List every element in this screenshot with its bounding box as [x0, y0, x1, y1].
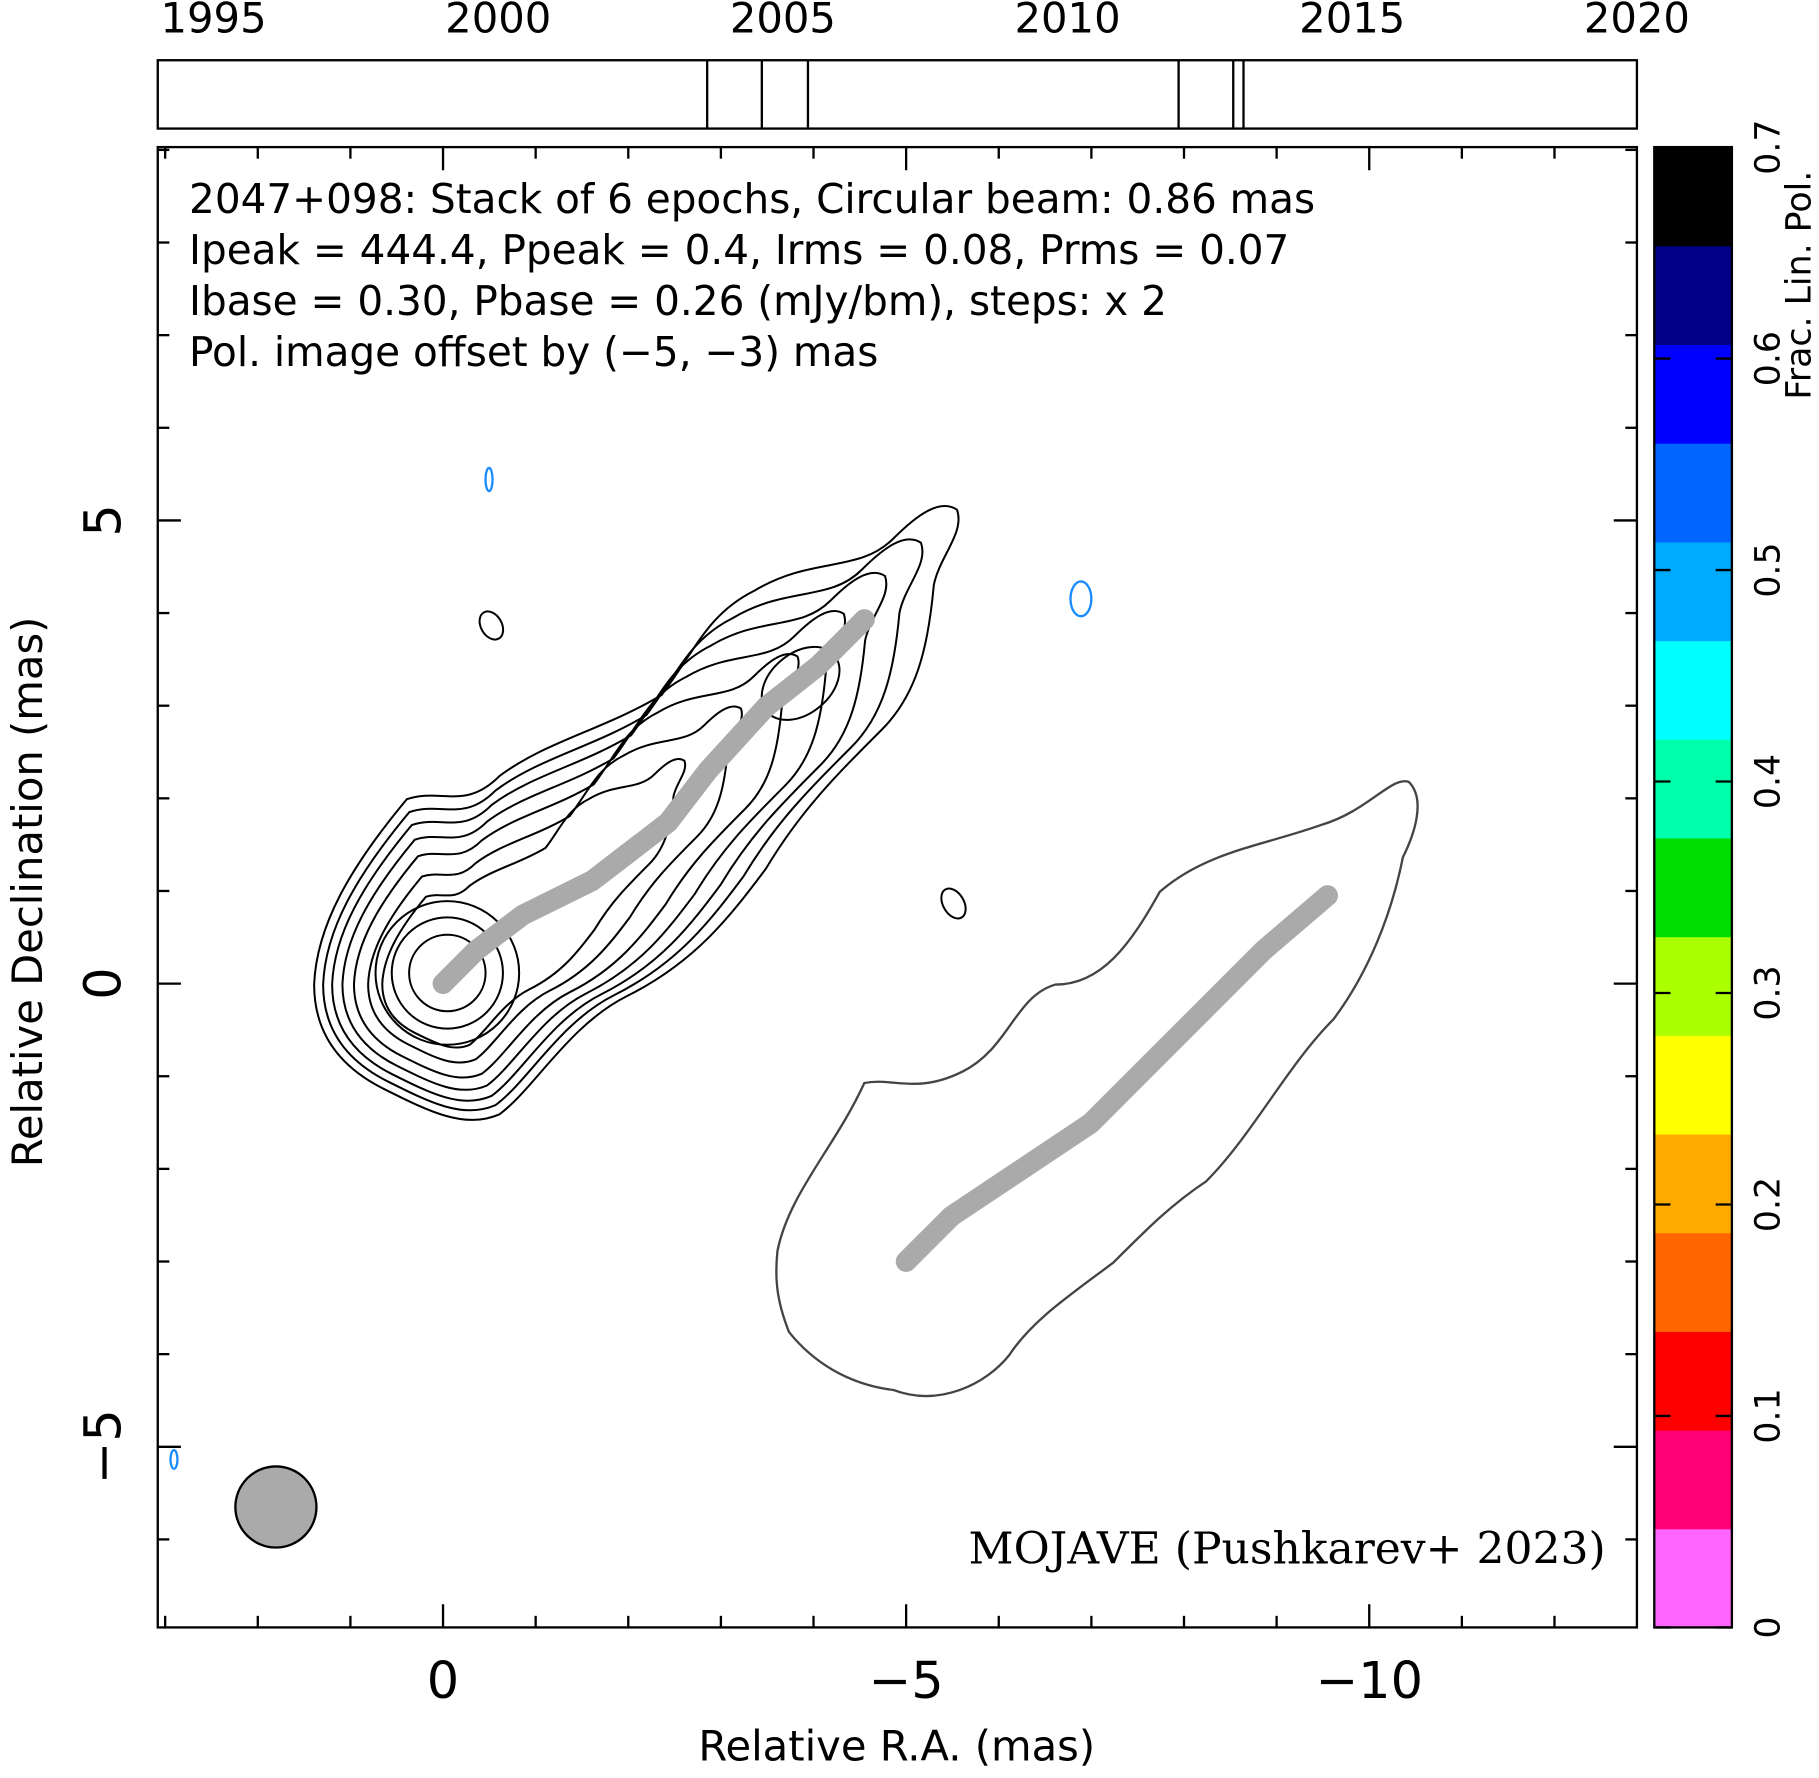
x-tick-label: −10: [1315, 1652, 1423, 1711]
colorbar-tick-label: 0.7: [1748, 119, 1788, 174]
timeline-tick-label: 2005: [730, 0, 836, 42]
x-tick-label: −5: [869, 1652, 944, 1711]
colorbar-band: [1654, 640, 1732, 740]
contour: [392, 917, 503, 1028]
colorbar-tick-label: 0.6: [1748, 331, 1788, 386]
beam: [234, 1465, 318, 1549]
colorbar-band: [1654, 541, 1732, 642]
colorbar-band: [1654, 1528, 1732, 1628]
timeline-tick-label: 2010: [1015, 0, 1121, 42]
y-tick-label: −5: [75, 1409, 134, 1484]
colorbar-tick-label: 0.2: [1748, 1177, 1788, 1232]
plot-frame: [156, 145, 1639, 1629]
colorbar-band: [1654, 936, 1732, 1036]
colorbar-band: [1654, 1430, 1732, 1530]
pol-contour: [484, 466, 494, 493]
annotation: Ipeak = 444.4, Ppeak = 0.4, Irms = 0.08,…: [189, 226, 1289, 274]
ridge-line: [895, 885, 1338, 1272]
annotation: Ibase = 0.30, Pbase = 0.26 (mJy/bm), ste…: [189, 277, 1167, 325]
pol-contour: [775, 780, 1419, 1398]
timeline-frame: [156, 59, 1639, 130]
x-axis-label: Relative R.A. (mas): [698, 1722, 1095, 1771]
contour: [936, 884, 970, 923]
colorbar-tick-label: 0.5: [1748, 542, 1788, 597]
colorbar-band: [1654, 245, 1732, 346]
annotation: 2047+098: Stack of 6 epochs, Circular be…: [189, 175, 1315, 223]
colorbar-tick-label: 0: [1748, 1616, 1788, 1638]
pol-contour: [169, 1449, 179, 1470]
ridge-line: [432, 609, 875, 995]
colorbar-tick-label: 0.3: [1748, 965, 1788, 1020]
x-tick-label: 0: [427, 1652, 459, 1711]
contour: [376, 901, 520, 1045]
colorbar-frame: [1653, 145, 1734, 1629]
y-axis-label: Relative Declination (mas): [3, 617, 52, 1168]
colorbar-band: [1654, 739, 1732, 839]
colorbar-band: [1654, 837, 1732, 938]
colorbar-band: [1654, 344, 1732, 444]
timeline-tick-label: 1995: [161, 0, 267, 42]
colorbar-band: [1654, 1035, 1732, 1135]
y-tick-label: 0: [75, 967, 134, 999]
contour: [314, 506, 958, 1120]
contours: [169, 466, 1419, 1470]
timeline-tick-label: 2015: [1299, 0, 1405, 42]
colorbar-band: [1654, 1133, 1732, 1234]
colorbar-band: [1654, 1232, 1732, 1332]
contour: [409, 935, 485, 1011]
colorbar-tick-label: 0.4: [1748, 754, 1788, 809]
annotation: Pol. image offset by (−5, −3) mas: [189, 328, 878, 376]
pol-contour: [1069, 580, 1093, 618]
y-tick-label: 5: [75, 504, 134, 536]
colorbar-label: Frac. Lin. Pol.: [1780, 171, 1819, 400]
timeline-tick-label: 2020: [1584, 0, 1690, 42]
contour: [367, 705, 743, 1064]
contour: [475, 607, 508, 644]
colorbar-band: [1654, 147, 1732, 247]
credit: MOJAVE (Pushkarev+ 2023): [969, 1524, 1606, 1575]
timeline-tick-label: 2000: [445, 0, 551, 42]
colorbar-band: [1654, 443, 1732, 543]
colorbar-band: [1654, 1331, 1732, 1431]
colorbar-tick-label: 0.1: [1748, 1388, 1788, 1443]
contour: [331, 571, 888, 1102]
